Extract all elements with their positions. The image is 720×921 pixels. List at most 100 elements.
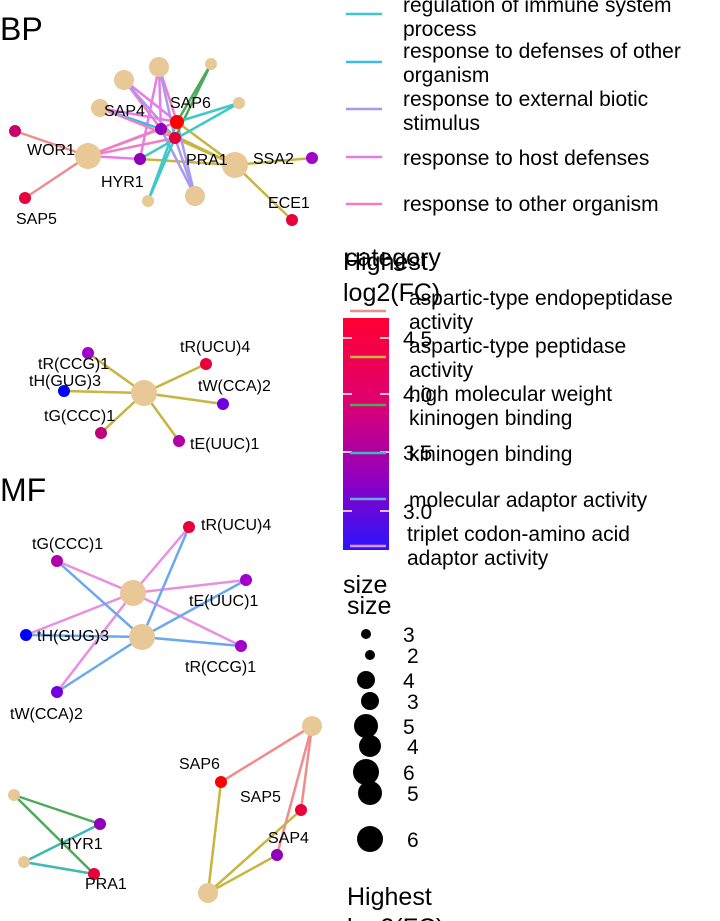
gene-label: SAP6: [179, 756, 220, 773]
gene-node: [95, 427, 107, 439]
size-legend-dot: [359, 735, 381, 757]
legend-label: triplet codon-amino acid: [407, 523, 630, 546]
network-edge: [173, 137, 197, 197]
panel-title-bp: BP: [0, 11, 43, 47]
gene-label: tR(UCU)4: [201, 517, 271, 534]
category-legend-title: category: [345, 244, 441, 272]
mf-category-legend: aspartic-type endopeptidase activityaspar…: [350, 287, 673, 570]
term-node: [185, 186, 205, 206]
network-edge: [23, 860, 95, 876]
gene-node: [134, 153, 146, 165]
network-edge: [13, 793, 101, 826]
size-legend-label: 6: [403, 762, 415, 785]
size-legend-dot: [358, 781, 382, 805]
network-edge: [56, 592, 134, 693]
network-edge: [56, 559, 134, 595]
gene-label: tG(CCC)1: [44, 408, 115, 425]
legend-label: response to host defenses: [403, 147, 649, 170]
size-legend-dot: [357, 826, 383, 852]
legend-label: stimulus: [403, 112, 480, 135]
colorbar-tick-label: 4.5: [403, 328, 432, 351]
size-legend-label: 4: [407, 736, 419, 759]
network-edge: [139, 101, 240, 161]
network-edge: [141, 578, 247, 639]
term-node: [8, 789, 20, 801]
network-edge: [176, 101, 240, 124]
gene-label: HYR1: [60, 836, 103, 853]
size-legend-dot: [361, 629, 371, 639]
gene-label: tW(CCA)2: [10, 706, 83, 723]
gene-label: SAP5: [240, 789, 281, 806]
gene-node: [170, 115, 184, 129]
network-edge: [207, 853, 278, 895]
legend-label: kininogen binding: [409, 443, 572, 466]
bottom-legend-title-line1: Highest: [347, 883, 432, 911]
network-edge: [13, 794, 95, 875]
legend-label: kininogen binding: [409, 407, 572, 430]
network-edge: [25, 591, 134, 637]
legend-label: activity: [409, 359, 474, 382]
gene-node: [295, 804, 307, 816]
network-edge: [146, 137, 177, 202]
colorbar-tick-label: 3.5: [403, 442, 432, 465]
legend-label: aspartic-type endopeptidase: [409, 287, 673, 310]
colorbar-tick-label: 4.0: [403, 384, 432, 407]
network-edge: [123, 79, 178, 123]
network-edge: [275, 725, 314, 856]
gene-label: tR(CCG)1: [38, 356, 109, 373]
legend-label: aspartic-type peptidase: [409, 335, 626, 358]
network-edge: [299, 725, 314, 811]
term-node: [131, 380, 157, 406]
term-node: [149, 57, 169, 77]
legend-label: response to external biotic: [403, 88, 648, 111]
network-edge: [87, 136, 176, 158]
gene-node: [183, 521, 195, 533]
gene-label: ECE1: [268, 195, 310, 212]
gene-node: [306, 152, 318, 164]
legend-label: organism: [403, 64, 489, 87]
legend-label: molecular adaptor activity: [409, 489, 648, 512]
gene-label: SSA2: [253, 151, 294, 168]
network-edge: [132, 526, 190, 594]
legend-label: process: [403, 18, 477, 41]
network-edge: [23, 822, 101, 864]
term-node: [198, 883, 218, 903]
size-legend-label: 5: [407, 783, 419, 806]
gene-node: [215, 776, 227, 788]
network-edge: [56, 635, 143, 694]
network-edge: [99, 106, 178, 124]
network-edge: [63, 389, 145, 395]
gene-node: [240, 574, 252, 586]
gene-node: [58, 385, 70, 397]
gene-node: [200, 358, 212, 370]
term-node: [222, 152, 248, 178]
gene-label: HYR1: [101, 174, 144, 191]
term-node: [91, 99, 109, 117]
bp-category-legend: regulation of immune systemprocessrespon…: [346, 0, 681, 216]
colorbar: [343, 318, 389, 550]
size-legend-label: 6: [407, 829, 419, 852]
gene-node: [173, 435, 185, 447]
network-edge: [25, 633, 143, 639]
gene-node: [217, 398, 229, 410]
term-node: [205, 58, 217, 70]
term-node: [114, 70, 134, 90]
network-edges: [13, 63, 314, 895]
gene-node: [88, 868, 100, 880]
gene-label: SAP4: [268, 830, 309, 847]
gene-node: [51, 555, 63, 567]
legend-label: high molecular weight: [409, 383, 612, 406]
bottom-legend-title-line2: log2(FC): [347, 914, 444, 921]
gene-label: SAP4: [104, 103, 145, 120]
gene-label: PRA1: [85, 876, 127, 893]
size-legend-label: 5: [403, 716, 415, 739]
size-legend-label: 3: [403, 624, 415, 647]
network-edge: [206, 781, 223, 894]
gene-node: [51, 686, 63, 698]
term-node: [142, 195, 154, 207]
panel-title-mf: MF: [0, 472, 46, 508]
gene-label: tE(UUC)1: [190, 436, 259, 453]
gene-node: [286, 214, 298, 226]
network-labels: SAP4 SAP6 PRA1 HYR1 WOR1 SAP5 SSA2 ECE1 tR(UCU)4…: [10, 95, 310, 893]
